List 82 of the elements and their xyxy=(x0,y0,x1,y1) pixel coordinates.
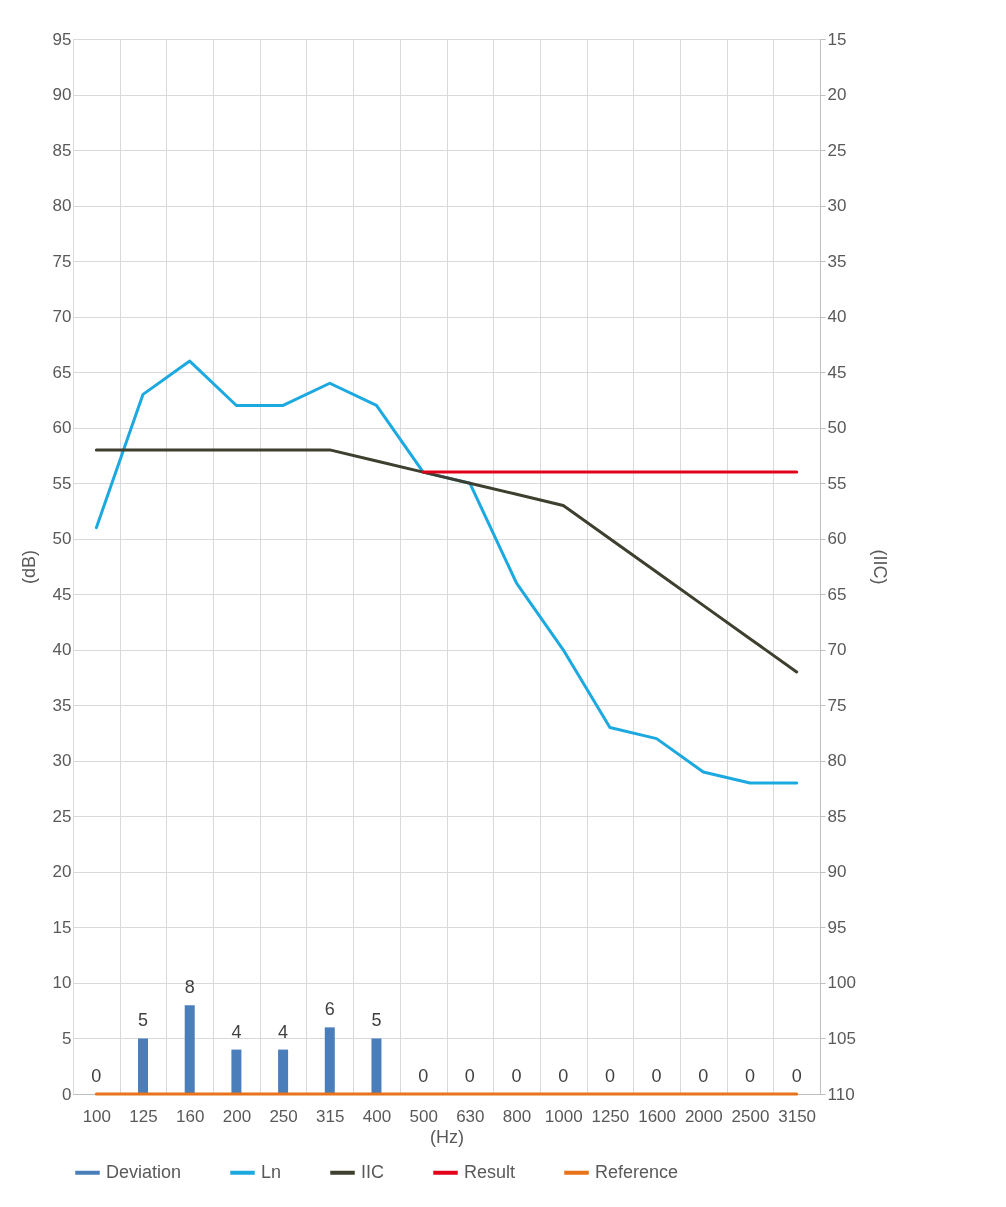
data-label: 0 xyxy=(651,1066,662,1086)
data-label: 0 xyxy=(744,1066,755,1086)
x-tick-label: 250 xyxy=(269,1106,298,1126)
data-label: 5 xyxy=(371,1010,382,1031)
x-tick-label: 800 xyxy=(502,1106,532,1126)
y2-tick-label: 15 xyxy=(827,29,847,49)
x-tick-label: 100 xyxy=(82,1106,112,1126)
y2-tick-label: 95 xyxy=(827,917,847,937)
y-tick-label: 20 xyxy=(52,862,72,882)
line-series xyxy=(94,448,799,674)
x-tick-label: 2500 xyxy=(731,1106,770,1126)
data-label: 4 xyxy=(278,1021,289,1042)
data-label: 0 xyxy=(511,1066,522,1086)
y2-tick-label: 65 xyxy=(827,584,847,604)
y-tick-label: 85 xyxy=(52,140,72,160)
y-tick-label: 45 xyxy=(52,584,72,604)
y-tick-label: 30 xyxy=(52,751,72,771)
y-tick-label: 15 xyxy=(52,917,72,937)
y2-tick-label: 80 xyxy=(827,751,847,771)
y-tick-label: 10 xyxy=(52,973,72,993)
x-tick-label: 630 xyxy=(456,1106,485,1126)
y2-axis-title: (IIC) xyxy=(869,549,890,585)
y2-tick-label: 60 xyxy=(827,529,847,549)
x-tick-label: 3150 xyxy=(778,1106,817,1126)
y-tick-label: 55 xyxy=(52,473,72,493)
y-tick-label: 25 xyxy=(52,806,72,826)
x-tick-label: 400 xyxy=(362,1106,392,1126)
y-tick-label: 0 xyxy=(62,1084,72,1104)
y2-tick-label: 55 xyxy=(827,473,847,493)
y-tick-label: 95 xyxy=(52,29,72,49)
x-axis-title: (Hz) xyxy=(430,1126,464,1147)
y2-tick-label: 50 xyxy=(827,418,847,438)
y-tick-label: 5 xyxy=(62,1028,72,1048)
y2-tick-label: 90 xyxy=(827,862,847,882)
data-label: 0 xyxy=(91,1066,102,1086)
line-series xyxy=(94,359,799,785)
x-tick-label: 1600 xyxy=(638,1106,677,1126)
y-tick-label: 90 xyxy=(52,85,72,105)
data-label: 0 xyxy=(558,1066,569,1086)
data-label: 5 xyxy=(138,1010,149,1031)
y2-tick-label: 40 xyxy=(827,307,847,327)
x-tick-label: 1000 xyxy=(544,1106,583,1126)
y2-tick-label: 110 xyxy=(827,1084,855,1104)
y-axis-title: (dB) xyxy=(18,549,39,585)
data-label: 6 xyxy=(324,999,335,1020)
legend-label: IIC xyxy=(361,1161,385,1182)
legend-label: Result xyxy=(464,1161,516,1182)
y2-tick-label: 25 xyxy=(827,140,847,160)
x-tick-label: 1250 xyxy=(591,1106,630,1126)
y2-tick-label: 100 xyxy=(827,973,856,993)
legend-label: Deviation xyxy=(106,1161,182,1182)
x-tick-label: 160 xyxy=(176,1106,205,1126)
x-tick-label: 500 xyxy=(409,1106,438,1126)
y-tick-label: 80 xyxy=(52,196,72,216)
y2-tick-label: 45 xyxy=(827,362,847,382)
legend-label: Ln xyxy=(261,1161,282,1182)
y2-tick-label: 75 xyxy=(827,695,847,715)
y2-tick-label: 85 xyxy=(827,806,847,826)
data-label: 0 xyxy=(464,1066,475,1086)
y-tick-label: 60 xyxy=(52,418,72,438)
data-label: 8 xyxy=(184,977,195,998)
y-tick-label: 75 xyxy=(52,251,72,271)
y-tick-label: 50 xyxy=(52,529,72,549)
x-tick-label: 200 xyxy=(222,1106,252,1126)
y-tick-label: 70 xyxy=(52,307,72,327)
data-label: 0 xyxy=(604,1066,615,1086)
y2-tick-label: 35 xyxy=(827,251,847,271)
x-tick-label: 315 xyxy=(316,1106,345,1126)
x-tick-label: 125 xyxy=(129,1106,158,1126)
y-tick-label: 65 xyxy=(52,362,72,382)
y2-tick-label: 70 xyxy=(827,640,847,660)
data-label: 0 xyxy=(418,1066,429,1086)
y-tick-label: 40 xyxy=(52,640,72,660)
y2-tick-label: 20 xyxy=(827,85,847,105)
x-tick-label: 2000 xyxy=(684,1106,723,1126)
y-tick-label: 35 xyxy=(52,695,72,715)
y2-tick-label: 30 xyxy=(827,196,847,216)
data-label: 0 xyxy=(791,1066,802,1086)
y2-tick-label: 105 xyxy=(827,1028,856,1048)
legend-label: Reference xyxy=(595,1161,679,1182)
data-label: 4 xyxy=(231,1021,242,1042)
data-label: 0 xyxy=(698,1066,709,1086)
